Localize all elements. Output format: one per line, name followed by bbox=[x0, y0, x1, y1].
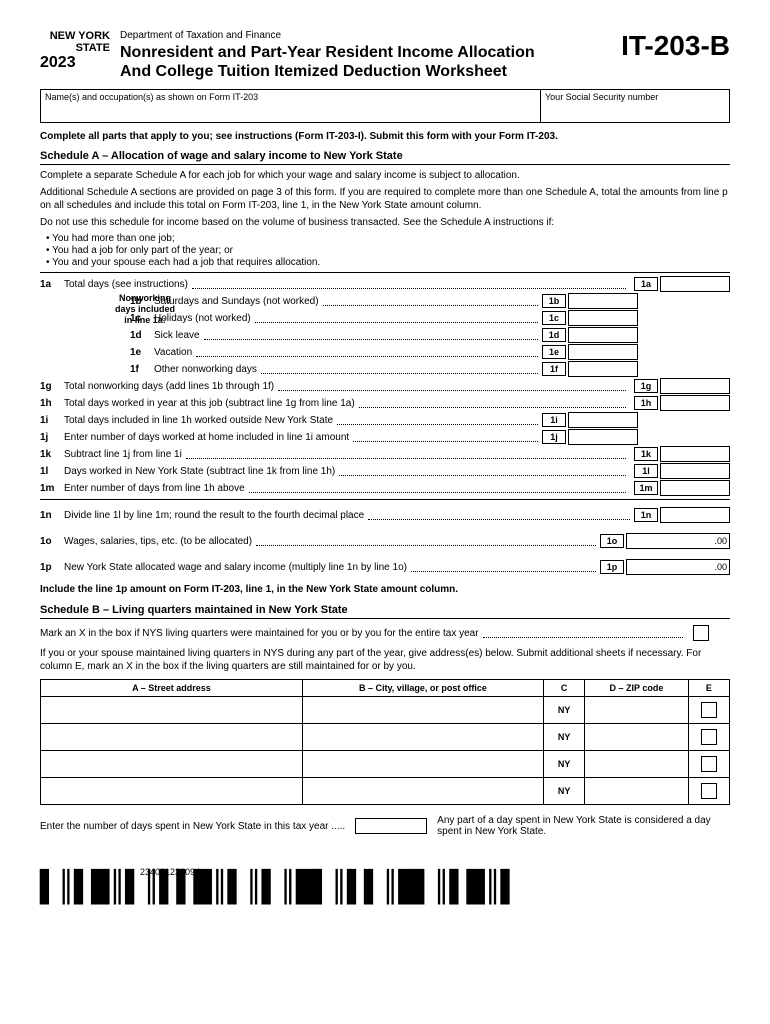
line-1i: 1iTotal days included in line 1h worked … bbox=[40, 412, 730, 428]
department: Department of Taxation and Finance bbox=[120, 30, 621, 41]
input-1l[interactable] bbox=[660, 463, 730, 479]
input-1j[interactable] bbox=[568, 429, 638, 445]
tax-year: 2023 bbox=[40, 54, 110, 72]
line-1p: 1pNew York State allocated wage and sala… bbox=[40, 559, 730, 575]
input-1k[interactable] bbox=[660, 446, 730, 462]
line-1f: 1fOther nonworking days1f bbox=[130, 361, 730, 377]
days-spent-label: Enter the number of days spent in New Yo… bbox=[40, 821, 345, 832]
nonworking-label: Nonworking days included in line 1a: bbox=[110, 293, 180, 325]
sched-b-checkbox-row: Mark an X in the box if NYS living quart… bbox=[40, 625, 730, 641]
sched-a-para2: Additional Schedule A sections are provi… bbox=[40, 186, 730, 212]
days-spent-input[interactable] bbox=[355, 818, 427, 834]
ssn-field-label[interactable]: Your Social Security number bbox=[541, 90, 729, 122]
line-1h: 1hTotal days worked in year at this job … bbox=[40, 395, 730, 411]
input-1a[interactable] bbox=[660, 276, 730, 292]
input-1n[interactable] bbox=[660, 507, 730, 523]
checkbox-label: Mark an X in the box if NYS living quart… bbox=[40, 628, 479, 639]
col-e-checkbox[interactable] bbox=[701, 783, 717, 799]
barcode-icon: ▌║▌█║▌║▌▌█║▌║▌║█▌║▌▌║█▌║▌█║▌ bbox=[40, 879, 730, 897]
line-1a-text: Total days (see instructions) bbox=[64, 279, 188, 290]
input-1c[interactable] bbox=[568, 310, 638, 326]
living-quarters-checkbox[interactable] bbox=[693, 625, 709, 641]
line-1m: 1mEnter number of days from line 1h abov… bbox=[40, 480, 730, 496]
title-line2: And College Tuition Itemized Deduction W… bbox=[120, 63, 507, 80]
line-1k: 1kSubtract line 1j from line 1i1k bbox=[40, 446, 730, 462]
bullet-1: • You had more than one job; bbox=[46, 233, 730, 244]
input-1o[interactable]: .00 bbox=[626, 533, 730, 549]
input-1p[interactable]: .00 bbox=[626, 559, 730, 575]
state-name: NEW YORK STATE bbox=[40, 30, 110, 54]
title-line1: Nonresident and Part-Year Resident Incom… bbox=[120, 44, 535, 61]
input-1d[interactable] bbox=[568, 327, 638, 343]
line-1l: 1lDays worked in New York State (subtrac… bbox=[40, 463, 730, 479]
sched-a-para1: Complete a separate Schedule A for each … bbox=[40, 169, 730, 182]
sched-a-bullets: • You had more than one job; • You had a… bbox=[46, 233, 730, 268]
line-1b: 1bSaturdays and Sundays (not worked)1b bbox=[130, 293, 730, 309]
col-e-checkbox[interactable] bbox=[701, 756, 717, 772]
col-e-checkbox[interactable] bbox=[701, 729, 717, 745]
line-1a: 1aTotal days (see instructions) 1a bbox=[40, 276, 730, 292]
name-field-label[interactable]: Name(s) and occupation(s) as shown on Fo… bbox=[41, 90, 541, 122]
col-a-header: A – Street address bbox=[41, 680, 303, 697]
schedule-a-heading: Schedule A – Allocation of wage and sala… bbox=[40, 150, 730, 165]
col-e-header: E bbox=[688, 680, 729, 697]
table-row[interactable]: NY bbox=[41, 697, 730, 724]
form-title: Nonresident and Part-Year Resident Incom… bbox=[120, 43, 621, 81]
table-row[interactable]: NY bbox=[41, 724, 730, 751]
input-1e[interactable] bbox=[568, 344, 638, 360]
line-1o: 1oWages, salaries, tips, etc. (to be all… bbox=[40, 533, 730, 549]
main-instruction: Complete all parts that apply to you; se… bbox=[40, 131, 730, 142]
input-1h[interactable] bbox=[660, 395, 730, 411]
table-row[interactable]: NY bbox=[41, 778, 730, 805]
table-row[interactable]: NY bbox=[41, 751, 730, 778]
input-1i[interactable] bbox=[568, 412, 638, 428]
line-1j: 1jEnter number of days worked at home in… bbox=[40, 429, 730, 445]
form-code: IT-203-B bbox=[621, 30, 730, 62]
line-1c: 1cHolidays (not worked)1c bbox=[130, 310, 730, 326]
sched-b-para: If you or your spouse maintained living … bbox=[40, 647, 730, 673]
days-spent-row: Enter the number of days spent in New Yo… bbox=[40, 815, 730, 837]
col-d-header: D – ZIP code bbox=[585, 680, 688, 697]
line-1d: 1dSick leave1d bbox=[130, 327, 730, 343]
input-1m[interactable] bbox=[660, 480, 730, 496]
input-1b[interactable] bbox=[568, 293, 638, 309]
line-1g: 1gTotal nonworking days (add lines 1b th… bbox=[40, 378, 730, 394]
address-table: A – Street address B – City, village, or… bbox=[40, 679, 730, 805]
col-e-checkbox[interactable] bbox=[701, 702, 717, 718]
barcode-section: 234001230094 ▌║▌█║▌║▌▌█║▌║▌║█▌║▌▌║█▌║▌█║… bbox=[40, 867, 730, 897]
input-1g[interactable] bbox=[660, 378, 730, 394]
days-spent-note: Any part of a day spent in New York Stat… bbox=[437, 815, 730, 837]
col-b-header: B – City, village, or post office bbox=[302, 680, 543, 697]
input-1f[interactable] bbox=[568, 361, 638, 377]
schedule-b-heading: Schedule B – Living quarters maintained … bbox=[40, 604, 730, 619]
bullet-2: • You had a job for only part of the yea… bbox=[46, 245, 730, 256]
line-1e: 1eVacation1e bbox=[130, 344, 730, 360]
sched-a-para3: Do not use this schedule for income base… bbox=[40, 216, 730, 229]
name-ssn-box: Name(s) and occupation(s) as shown on Fo… bbox=[40, 89, 730, 123]
line-1n: 1nDivide line 1l by line 1m; round the r… bbox=[40, 507, 730, 523]
bullet-3: • You and your spouse each had a job tha… bbox=[46, 257, 730, 268]
state-logo: NEW YORK STATE 2023 bbox=[40, 30, 110, 72]
sched-a-footer: Include the line 1p amount on Form IT-20… bbox=[40, 583, 730, 596]
form-header: NEW YORK STATE 2023 Department of Taxati… bbox=[40, 30, 730, 81]
col-c-header: C bbox=[543, 680, 584, 697]
